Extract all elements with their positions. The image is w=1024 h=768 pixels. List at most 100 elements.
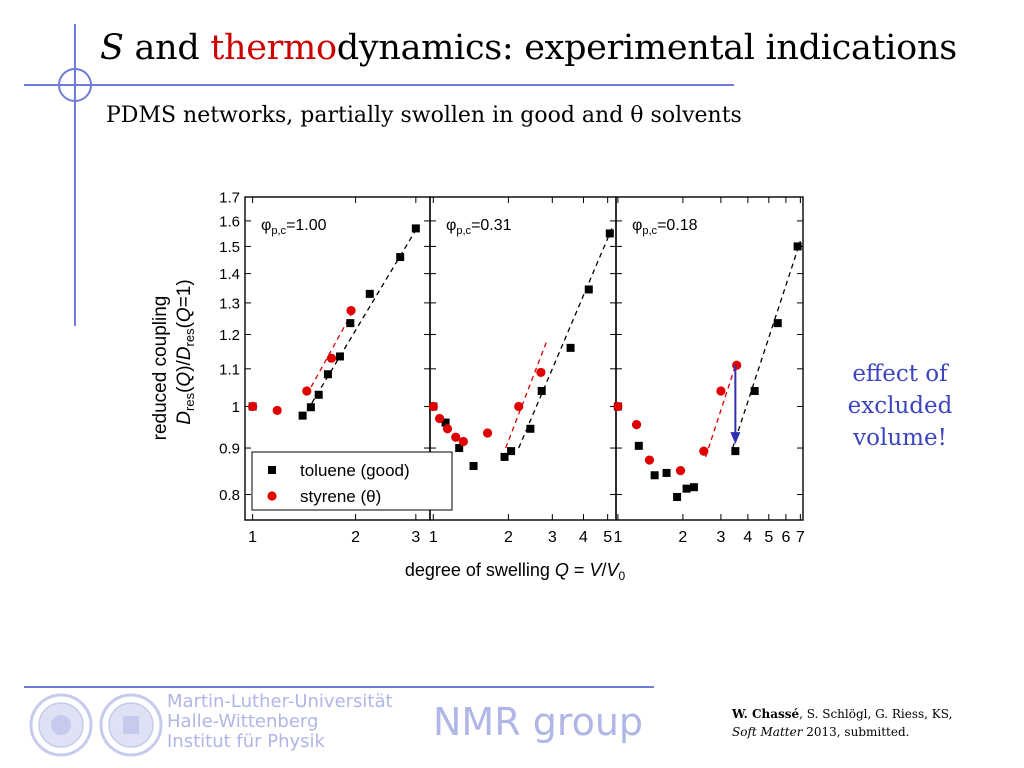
slide-title: S and thermodynamics: experimental indic… <box>100 28 957 68</box>
reference-first-author: W. Chassé <box>732 707 800 721</box>
data-point-square <box>396 253 405 262</box>
data-point-square <box>605 229 614 238</box>
footer-divider-line <box>24 686 654 688</box>
legend-box <box>251 451 453 511</box>
reference-journal-line: Soft Matter 2013, submitted. <box>732 723 952 741</box>
x-tick-label: 1 <box>248 529 257 546</box>
data-point-square <box>662 468 671 477</box>
data-point-circle <box>458 436 468 447</box>
group-name: NMR group <box>433 700 644 744</box>
reference-journal: Soft Matter <box>732 725 803 739</box>
data-point-circle <box>428 401 438 412</box>
annotation-line: volume! <box>853 425 947 451</box>
data-point-square <box>346 319 355 328</box>
data-point-square <box>773 319 782 328</box>
x-tick-label: 7 <box>796 529 805 546</box>
x-tick-label: 2 <box>678 529 687 546</box>
x-tick-label: 4 <box>743 529 752 546</box>
institution-line: Halle-Wittenberg <box>167 711 319 732</box>
data-point-square <box>306 403 315 412</box>
university-seal-icon <box>29 693 163 757</box>
data-point-circle <box>326 353 337 363</box>
title-highlight: thermo <box>210 28 337 68</box>
x-tick-label: 4 <box>579 529 588 546</box>
data-point-circle <box>435 413 445 424</box>
annotation-line: effect of <box>852 361 948 387</box>
data-point-square <box>731 447 740 456</box>
data-point-square <box>566 343 575 352</box>
data-point-square <box>314 390 323 399</box>
data-point-square <box>365 289 374 298</box>
data-point-circle <box>732 360 742 370</box>
y-tick-label: 1.6 <box>219 213 240 230</box>
institution-line: Martin-Luther-Universität <box>167 691 393 712</box>
data-point-square <box>673 493 682 502</box>
panel-label: φp,c=0.18 <box>632 217 698 237</box>
data-point-circle <box>613 401 623 412</box>
data-point-square <box>793 242 802 251</box>
data-point-square <box>298 411 307 420</box>
data-point-circle <box>302 386 312 396</box>
data-point-circle <box>644 455 655 465</box>
data-point-square <box>634 441 643 450</box>
reference-year: 2013, submitted. <box>802 725 910 739</box>
data-point-circle <box>442 424 453 434</box>
excluded-volume-annotation: effect of excluded volume! <box>836 358 964 454</box>
deco-circle <box>58 68 92 102</box>
x-tick-label: 1 <box>613 529 622 546</box>
data-point-circle <box>675 465 686 476</box>
panel-frame <box>429 196 617 521</box>
y-tick-label: 0.8 <box>219 487 240 504</box>
data-point-circle <box>716 386 726 396</box>
institution-name: Martin-Luther-Universität Halle-Wittenbe… <box>167 692 393 752</box>
data-point-circle <box>272 405 282 416</box>
data-point-square <box>750 386 759 395</box>
title-symbol: S <box>100 28 124 68</box>
data-point-circle <box>514 401 524 412</box>
x-tick-label: 6 <box>781 529 790 546</box>
data-point-square <box>526 424 535 433</box>
slide-subtitle: PDMS networks, partially swollen in good… <box>106 103 742 128</box>
x-tick-label: 3 <box>716 529 725 546</box>
fit-line <box>518 228 613 449</box>
y-tick-label: 1.7 <box>219 190 240 207</box>
data-point-square <box>469 461 478 470</box>
y-tick-label: 1.5 <box>219 239 240 256</box>
legend-entry: toluene (good) <box>300 461 410 480</box>
data-point-square <box>507 447 516 456</box>
title-part: and <box>123 28 211 68</box>
data-point-square <box>584 285 593 294</box>
legend-entry: styrene (θ) <box>300 487 381 506</box>
x-tick-label: 2 <box>504 529 513 546</box>
y-axis-label: reduced coupling <box>150 296 171 441</box>
y-tick-label: 0.9 <box>219 441 240 458</box>
reference-coauthors: , S. Schlögl, G. Riess, KS, <box>799 707 953 721</box>
y-tick-label: 1 <box>232 399 240 416</box>
data-point-circle <box>536 367 546 378</box>
panel-label: φp,c=1.00 <box>261 217 327 237</box>
x-tick-label: 5 <box>603 529 612 546</box>
x-axis-label: degree of swelling Q = V/V0 <box>405 560 626 583</box>
legend-marker-square <box>268 466 276 474</box>
panel-frame <box>615 196 804 521</box>
deco-horizontal-line <box>24 84 734 86</box>
y-tick-label: 1.4 <box>219 266 240 283</box>
data-point-square <box>441 418 450 427</box>
x-tick-label: 5 <box>764 529 773 546</box>
data-point-circle <box>248 401 258 412</box>
title-part: dynamics: experimental indications <box>336 28 957 68</box>
data-point-circle <box>346 305 356 316</box>
data-point-square <box>650 471 659 480</box>
y-tick-label: 1.2 <box>219 327 240 344</box>
legend-marker-circle <box>267 491 277 501</box>
data-point-circle <box>699 446 709 456</box>
fit-line <box>732 240 801 449</box>
data-point-square <box>537 386 546 395</box>
data-point-square <box>455 444 464 453</box>
y-tick-label: 1.3 <box>219 295 240 312</box>
data-point-square <box>689 483 698 492</box>
reference-citation: W. Chassé, S. Schlögl, G. Riess, KS, Sof… <box>732 705 952 741</box>
fit-line <box>302 225 419 419</box>
panel-label: φp,c=0.31 <box>446 217 512 237</box>
